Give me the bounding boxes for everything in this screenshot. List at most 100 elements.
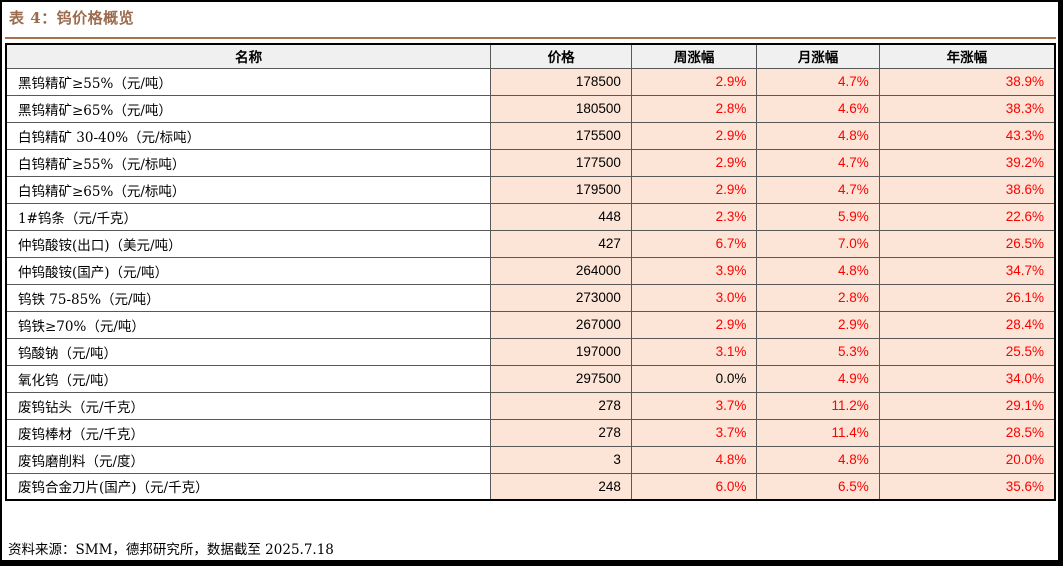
price-cell: 427 xyxy=(490,229,632,258)
year-change-cell: 26.1% xyxy=(878,283,1056,312)
tungsten-price-table: 名称 价格 周涨幅 月涨幅 年涨幅 黑钨精矿≥55%（元/吨） 178500 2.9… xyxy=(5,43,1056,501)
price-cell: 175500 xyxy=(490,121,632,150)
month-change-cell: 4.7% xyxy=(756,175,880,204)
table-row: 白钨精矿≥65%（元/标吨） 179500 2.9% 4.7% 38.6% xyxy=(5,175,1056,204)
month-change-cell: 7.0% xyxy=(756,229,880,258)
year-change-cell: 35.6% xyxy=(878,472,1056,501)
year-change-cell: 39.2% xyxy=(878,148,1056,177)
week-change-cell: 2.3% xyxy=(630,202,758,231)
month-change-cell: 6.5% xyxy=(756,472,880,501)
table-row: 废钨合金刀片(国产)（元/千克） 248 6.0% 6.5% 35.6% xyxy=(5,472,1056,501)
table-row: 白钨精矿≥55%（元/标吨） 177500 2.9% 4.7% 39.2% xyxy=(5,148,1056,177)
month-change-cell: 4.9% xyxy=(756,364,880,393)
price-cell: 273000 xyxy=(490,283,632,312)
table-row: 钨铁≥70%（元/吨） 267000 2.9% 2.9% 28.4% xyxy=(5,310,1056,339)
table-row: 废钨钻头（元/千克） 278 3.7% 11.2% 29.1% xyxy=(5,391,1056,420)
table-title: 表 4：钨价格概览 xyxy=(9,9,135,27)
month-change-cell: 4.7% xyxy=(756,148,880,177)
price-cell: 267000 xyxy=(490,310,632,339)
price-cell: 197000 xyxy=(490,337,632,366)
title-divider xyxy=(5,37,1056,39)
name-cell: 黑钨精矿≥55%（元/吨） xyxy=(5,67,492,96)
source-note: 资料来源：SMM，德邦研究所，数据截至 2025.7.18 xyxy=(8,542,334,558)
name-cell: 黑钨精矿≥65%（元/吨） xyxy=(5,94,492,123)
price-cell: 178500 xyxy=(490,67,632,96)
name-cell: 1#钨条（元/千克） xyxy=(5,202,492,231)
year-change-cell: 34.0% xyxy=(878,364,1056,393)
month-change-cell: 2.9% xyxy=(756,310,880,339)
month-change-cell: 11.4% xyxy=(756,418,880,447)
header-name: 名称 xyxy=(5,43,492,69)
table-row: 1#钨条（元/千克） 448 2.3% 5.9% 22.6% xyxy=(5,202,1056,231)
header-price: 价格 xyxy=(490,43,632,69)
price-cell: 448 xyxy=(490,202,632,231)
name-cell: 钨铁 75-85%（元/吨） xyxy=(5,283,492,312)
table-row: 仲钨酸铵(国产)（元/吨） 264000 3.9% 4.8% 34.7% xyxy=(5,256,1056,285)
year-change-cell: 20.0% xyxy=(878,445,1056,474)
year-change-cell: 25.5% xyxy=(878,337,1056,366)
table-row: 废钨棒材（元/千克） 278 3.7% 11.4% 28.5% xyxy=(5,418,1056,447)
name-cell: 白钨精矿 30-40%（元/标吨） xyxy=(5,121,492,150)
week-change-cell: 4.8% xyxy=(630,445,758,474)
price-cell: 179500 xyxy=(490,175,632,204)
table-body: 黑钨精矿≥55%（元/吨） 178500 2.9% 4.7% 38.9% 黑钨精矿≥65%… xyxy=(5,67,1056,501)
month-change-cell: 5.3% xyxy=(756,337,880,366)
week-change-cell: 6.0% xyxy=(630,472,758,501)
year-change-cell: 28.5% xyxy=(878,418,1056,447)
week-change-cell: 2.8% xyxy=(630,94,758,123)
year-change-cell: 29.1% xyxy=(878,391,1056,420)
price-cell: 177500 xyxy=(490,148,632,177)
price-cell: 297500 xyxy=(490,364,632,393)
name-cell: 废钨钻头（元/千克） xyxy=(5,391,492,420)
table-row: 氧化钨（元/吨） 297500 0.0% 4.9% 34.0% xyxy=(5,364,1056,393)
month-change-cell: 4.7% xyxy=(756,67,880,96)
year-change-cell: 26.5% xyxy=(878,229,1056,258)
name-cell: 白钨精矿≥65%（元/标吨） xyxy=(5,175,492,204)
name-cell: 仲钨酸铵(国产)（元/吨） xyxy=(5,256,492,285)
year-change-cell: 34.7% xyxy=(878,256,1056,285)
month-change-cell: 2.8% xyxy=(756,283,880,312)
name-cell: 仲钨酸铵(出口)（美元/吨） xyxy=(5,229,492,258)
week-change-cell: 0.0% xyxy=(630,364,758,393)
table-row: 废钨磨削料（元/度） 3 4.8% 4.8% 20.0% xyxy=(5,445,1056,474)
week-change-cell: 2.9% xyxy=(630,148,758,177)
month-change-cell: 4.8% xyxy=(756,121,880,150)
name-cell: 废钨磨削料（元/度） xyxy=(5,445,492,474)
name-cell: 废钨合金刀片(国产)（元/千克） xyxy=(5,472,492,501)
week-change-cell: 3.7% xyxy=(630,418,758,447)
week-change-cell: 2.9% xyxy=(630,121,758,150)
header-year-change: 年涨幅 xyxy=(878,43,1056,69)
name-cell: 钨酸钠（元/吨） xyxy=(5,337,492,366)
month-change-cell: 4.8% xyxy=(756,445,880,474)
price-cell: 3 xyxy=(490,445,632,474)
month-change-cell: 11.2% xyxy=(756,391,880,420)
week-change-cell: 6.7% xyxy=(630,229,758,258)
table-row: 仲钨酸铵(出口)（美元/吨） 427 6.7% 7.0% 26.5% xyxy=(5,229,1056,258)
table-row: 白钨精矿 30-40%（元/标吨） 175500 2.9% 4.8% 43.3% xyxy=(5,121,1056,150)
name-cell: 氧化钨（元/吨） xyxy=(5,364,492,393)
week-change-cell: 3.0% xyxy=(630,283,758,312)
header-month-change: 月涨幅 xyxy=(756,43,880,69)
year-change-cell: 28.4% xyxy=(878,310,1056,339)
table-header-row: 名称 价格 周涨幅 月涨幅 年涨幅 xyxy=(5,43,1056,69)
month-change-cell: 4.6% xyxy=(756,94,880,123)
week-change-cell: 3.7% xyxy=(630,391,758,420)
week-change-cell: 3.1% xyxy=(630,337,758,366)
name-cell: 白钨精矿≥55%（元/标吨） xyxy=(5,148,492,177)
name-cell: 废钨棒材（元/千克） xyxy=(5,418,492,447)
month-change-cell: 5.9% xyxy=(756,202,880,231)
week-change-cell: 3.9% xyxy=(630,256,758,285)
week-change-cell: 2.9% xyxy=(630,175,758,204)
week-change-cell: 2.9% xyxy=(630,67,758,96)
year-change-cell: 38.9% xyxy=(878,67,1056,96)
table-row: 黑钨精矿≥55%（元/吨） 178500 2.9% 4.7% 38.9% xyxy=(5,67,1056,96)
price-cell: 278 xyxy=(490,418,632,447)
name-cell: 钨铁≥70%（元/吨） xyxy=(5,310,492,339)
year-change-cell: 38.6% xyxy=(878,175,1056,204)
price-cell: 180500 xyxy=(490,94,632,123)
header-week-change: 周涨幅 xyxy=(630,43,758,69)
week-change-cell: 2.9% xyxy=(630,310,758,339)
table-row: 钨铁 75-85%（元/吨） 273000 3.0% 2.8% 26.1% xyxy=(5,283,1056,312)
table-row: 钨酸钠（元/吨） 197000 3.1% 5.3% 25.5% xyxy=(5,337,1056,366)
